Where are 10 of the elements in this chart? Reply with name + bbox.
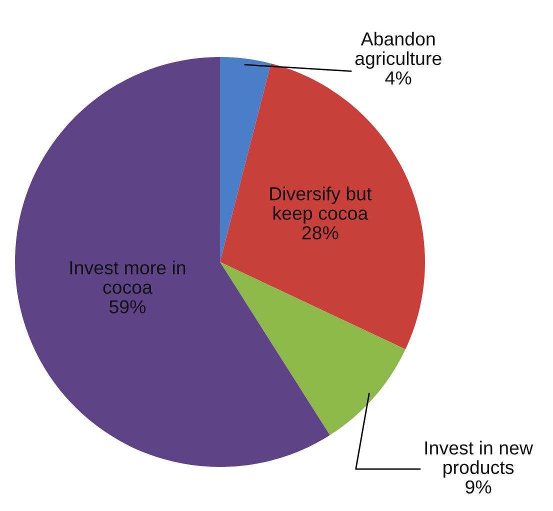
pie-slice	[220, 262, 406, 436]
data-label: 28%	[302, 226, 338, 240]
slice-label: Diversify but keep cocoa	[270, 186, 372, 224]
data-label: 59%	[109, 300, 146, 314]
slice-label: Invest in new products	[425, 440, 534, 478]
pie-slice	[220, 57, 271, 262]
slice-label: Abandon agriculture	[355, 32, 442, 69]
slice-label: Invest more in cocoa	[70, 260, 186, 294]
data-label: 9%	[466, 480, 492, 494]
data-label: 4%	[385, 71, 412, 85]
